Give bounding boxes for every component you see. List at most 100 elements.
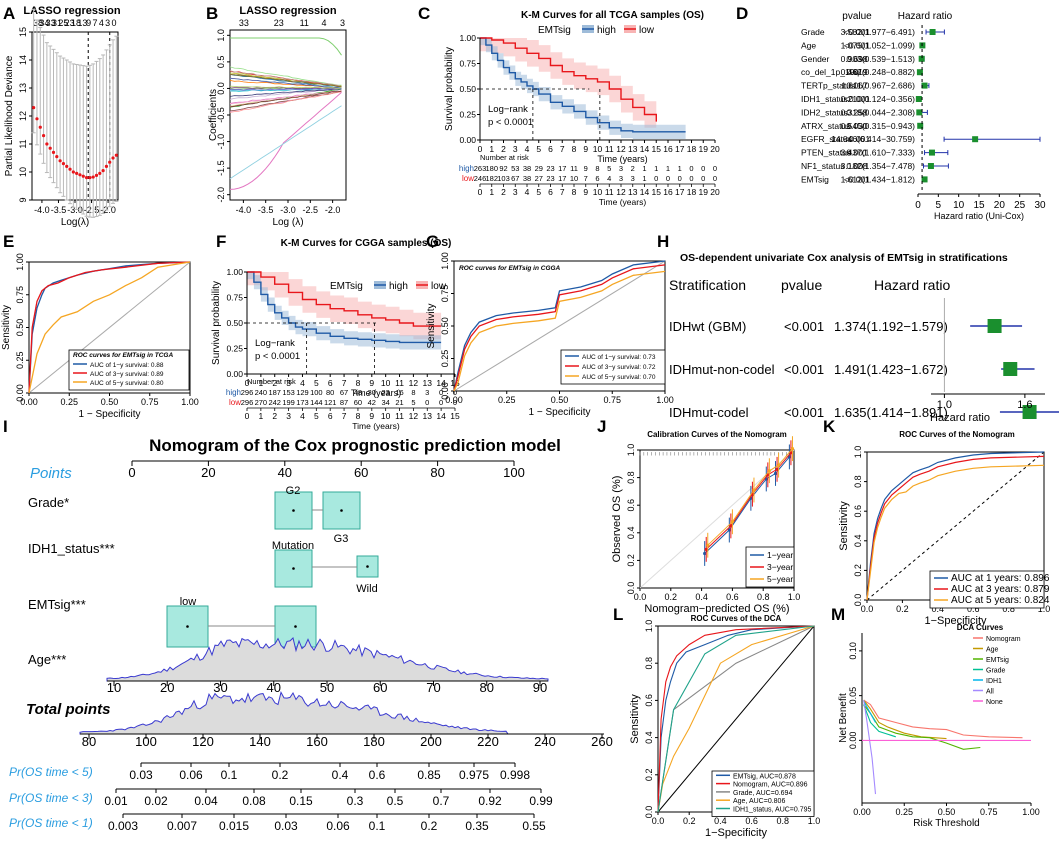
y-tick-label: 0.00 <box>226 369 243 379</box>
risk-count: 21 <box>395 398 403 407</box>
legend-label: AUC of 3−y survival: 0.72 <box>582 364 656 371</box>
row-pvalue: 0.019 <box>846 67 868 77</box>
column-header: Hazard ratio <box>874 277 950 293</box>
x-tick-label: 0.06 <box>179 768 203 782</box>
top-tick-label: 23 <box>65 18 75 28</box>
risk-count: 42 <box>368 398 376 407</box>
y-tick-label: 0.25 <box>440 350 450 368</box>
x-tick-label: 0.5 <box>387 794 404 808</box>
risk-count: 0 <box>453 388 457 397</box>
y-tick-label: 0.8 <box>626 471 636 484</box>
row-label: Grade <box>801 27 825 37</box>
x-tick-label: 4 <box>300 378 305 388</box>
risk-count: 129 <box>296 388 309 397</box>
x-tick-label: 0.6 <box>967 604 980 614</box>
top-tick-label: 7 <box>92 18 97 28</box>
x-tick-label: 260 <box>591 734 613 749</box>
y-axis-label: Sensitivity <box>838 501 850 551</box>
x-tick-label: 20 <box>994 200 1006 211</box>
risk-count: 3 <box>631 174 635 183</box>
legend-label: 5−year <box>767 574 793 584</box>
y-tick-label: 0.75 <box>226 293 243 303</box>
hr-marker <box>921 176 928 183</box>
x-tick-label: 3 <box>286 411 291 421</box>
risk-count: 242 <box>268 398 281 407</box>
y-axis-label: Coefficients <box>208 89 219 141</box>
legend-label: AUC of 1−y survival: 0.88 <box>90 362 164 369</box>
y-tick-label: 0.25 <box>15 351 25 369</box>
legend-label: AUC of 5−y survival: 0.80 <box>90 380 164 387</box>
y-tick-label: -0.5 <box>216 107 226 123</box>
y-tick-label: 11 <box>18 139 28 148</box>
row-pvalue: <0.001 <box>784 405 824 420</box>
x-tick-label: 0.50 <box>938 807 956 817</box>
x-tick-label: 0.2 <box>421 819 438 833</box>
risk-count: 121 <box>324 398 337 407</box>
x-tick-label: 0.85 <box>417 768 441 782</box>
risk-count: 246 <box>474 174 487 183</box>
x-tick-label: 0.6 <box>745 816 758 826</box>
legend-label: IDH1_status, AUC=0.795 <box>733 807 812 814</box>
x-tick-label: 0.08 <box>242 794 266 808</box>
x-tick-label: 220 <box>477 734 499 749</box>
risk-count: 1 <box>666 164 670 173</box>
x-tick-label: 10 <box>953 200 965 211</box>
row-hr-text: 1.635(1.414−1.891) <box>834 405 948 420</box>
y-tick-label: 0.75 <box>459 59 476 69</box>
data-point <box>94 173 99 177</box>
top-tick-label: 25 <box>58 18 68 28</box>
row-pvalue: 0.008 <box>846 161 868 171</box>
row-hr-text: 1.374(1.192−1.579) <box>834 319 948 334</box>
y-tick-label: 0.50 <box>459 84 476 94</box>
x-tick-label: 0.03 <box>129 768 153 782</box>
row-hr-text: 1.491(1.423−1.672) <box>834 362 948 377</box>
logrank-label: Log−rank <box>488 104 528 115</box>
level-label: Wild <box>356 583 377 595</box>
x-tick-label: 1 <box>258 411 263 421</box>
x-tick-label: 19 <box>699 144 709 154</box>
legend-label: high <box>389 281 408 292</box>
calibration-point <box>727 528 731 532</box>
x-tick-label: 18 <box>687 187 697 197</box>
x-tick-label: 5 <box>536 144 541 154</box>
row-hr-text: 3.582(1.977−6.491) <box>841 27 916 37</box>
level-label: G2 <box>286 485 301 497</box>
roc-curve <box>453 264 666 392</box>
risk-count: 27 <box>535 174 543 183</box>
y-tick-label: 0.8 <box>853 475 863 488</box>
hr-marker <box>972 136 979 143</box>
x-tick-label: 10 <box>593 187 603 197</box>
roc-curve <box>657 625 815 813</box>
row-pvalue: 0.030 <box>846 121 868 131</box>
x-tick-label: 1.0 <box>808 816 821 826</box>
x-tick-label: 0.1 <box>369 819 386 833</box>
hr-marker <box>915 96 922 102</box>
x-tick-label: 0.998 <box>500 768 530 782</box>
x-tick-label: 0.00 <box>445 395 463 405</box>
row-pvalue: 0.698 <box>846 54 868 64</box>
data-point <box>71 170 75 174</box>
risk-count: 80 <box>326 388 334 397</box>
x-tick-label: 8 <box>356 411 361 421</box>
row-label: TERTp_status <box>801 81 855 91</box>
hr-marker <box>917 122 924 129</box>
ci-band-low <box>480 38 657 135</box>
x-tick-label: 4 <box>525 144 530 154</box>
top-tick-label: 23 <box>274 18 284 28</box>
coefficient-path <box>229 105 342 180</box>
density-curve <box>106 637 549 682</box>
x-tick-label: 8 <box>572 187 577 197</box>
x-tick-label: 11 <box>395 411 404 421</box>
row-label: co_del_1p_19q <box>801 67 859 77</box>
risk-count: 263 <box>474 164 487 173</box>
x-tick-label: 0.4 <box>695 592 708 602</box>
x-axis-label: 1 − Specificity <box>529 407 591 418</box>
x-tick-label: 13 <box>628 144 638 154</box>
top-tick-label: 13 <box>77 18 87 28</box>
x-tick-label: 2 <box>272 378 277 388</box>
panel-k: 0.0 0.2 0.4 0.6 0.8 1.0 0.0 0.2 0.4 0.6 0.8 1.0 1−Sp… <box>838 430 1050 627</box>
panel-letter: J <box>597 417 606 436</box>
x-tick-label: 0 <box>245 411 250 421</box>
row-hr-text: 1.612(1.434−1.812) <box>841 174 916 184</box>
